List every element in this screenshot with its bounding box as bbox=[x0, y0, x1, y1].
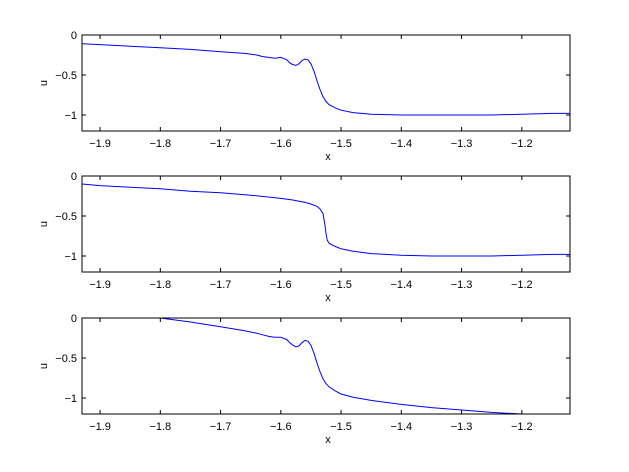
x-tick-label: −1.2 bbox=[511, 279, 533, 291]
x-tick-label: −1.2 bbox=[511, 138, 533, 150]
y-axis-label: u bbox=[38, 363, 50, 369]
axes-frame-top bbox=[81, 34, 571, 132]
y-tick-label: 0 bbox=[71, 30, 77, 42]
x-tick-label: −1.6 bbox=[270, 279, 292, 291]
y-tick-label: −1 bbox=[64, 251, 77, 263]
y-tick-label: 0 bbox=[71, 313, 77, 325]
x-tick-label: −1.7 bbox=[210, 421, 232, 433]
axes-frame-bottom bbox=[81, 317, 571, 415]
x-tick-label: −1.3 bbox=[451, 279, 473, 291]
x-tick-label: −1.7 bbox=[210, 138, 232, 150]
x-tick-label: −1.8 bbox=[149, 279, 171, 291]
subplot-top: −1.9 −1.8 −1.7 −1.6 −1.5 −1.4 −1.3 −1.2 0 −0.5 −1 x… bbox=[38, 30, 571, 163]
series-line-top bbox=[82, 43, 570, 116]
x-tick-label: −1.2 bbox=[511, 421, 533, 433]
x-tick-label: −1.6 bbox=[270, 421, 292, 433]
x-tick-label: −1.6 bbox=[270, 138, 292, 150]
y-axis-label: u bbox=[38, 221, 50, 227]
x-tick-label: −1.5 bbox=[330, 421, 352, 433]
x-tick-label: −1.7 bbox=[210, 279, 232, 291]
x-tick-label: −1.4 bbox=[390, 138, 412, 150]
x-tick-label: −1.3 bbox=[451, 138, 473, 150]
x-tick-label: −1.3 bbox=[451, 421, 473, 433]
x-tick-label: −1.4 bbox=[390, 279, 412, 291]
x-tick-label: −1.8 bbox=[149, 421, 171, 433]
x-axis-label: x bbox=[325, 151, 331, 163]
y-tick-label: −0.5 bbox=[55, 353, 77, 365]
x-tick-label: −1.5 bbox=[330, 138, 352, 150]
x-tick-label: −1.9 bbox=[89, 421, 111, 433]
x-tick-label: −1.8 bbox=[149, 138, 171, 150]
subplot-middle: −1.9 −1.8 −1.7 −1.6 −1.5 −1.4 −1.3 −1.2 0 −0.5 −1 x… bbox=[38, 171, 571, 304]
series-line-bottom bbox=[160, 318, 532, 414]
y-tick-label: −1 bbox=[64, 393, 77, 405]
x-tick-label: −1.5 bbox=[330, 279, 352, 291]
y-axis-label: u bbox=[38, 80, 50, 86]
x-axis-label: x bbox=[325, 434, 331, 446]
x-tick-label: −1.4 bbox=[390, 421, 412, 433]
y-tick-label: 0 bbox=[71, 171, 77, 183]
axes-frame-middle bbox=[81, 175, 571, 273]
y-tick-label: −1 bbox=[64, 110, 77, 122]
x-axis-label: x bbox=[325, 292, 331, 304]
y-tick-label: −0.5 bbox=[55, 70, 77, 82]
series-line-middle bbox=[82, 183, 570, 257]
x-tick-label: −1.9 bbox=[89, 138, 111, 150]
y-tick-label: −0.5 bbox=[55, 211, 77, 223]
subplot-bottom: −1.9 −1.8 −1.7 −1.6 −1.5 −1.4 −1.3 −1.2 0 −0.5 −1 x… bbox=[38, 313, 571, 446]
x-tick-label: −1.9 bbox=[89, 279, 111, 291]
